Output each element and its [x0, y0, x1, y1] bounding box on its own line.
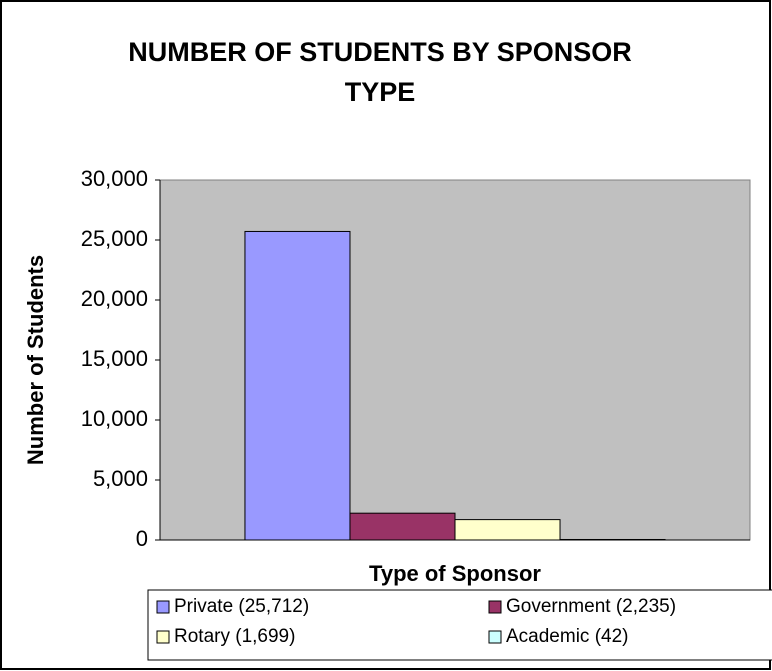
bar: [244, 230, 351, 541]
y-tick-label: 5,000: [93, 466, 148, 491]
bar: [454, 519, 561, 541]
x-axis-label: Type of Sponsor: [369, 561, 541, 586]
legend-box: [147, 589, 772, 661]
legend-label: Academic (42): [506, 626, 629, 647]
y-tick-label: 30,000: [81, 166, 148, 191]
y-axis-label: Number of Students: [23, 255, 48, 465]
legend-swatch: [156, 630, 170, 644]
bar: [349, 512, 456, 541]
y-tick-label: 20,000: [81, 286, 148, 311]
legend-swatch: [156, 600, 170, 614]
legend-label: Government (2,235): [506, 596, 676, 617]
legend-swatch: [488, 600, 502, 614]
chart-title: NUMBER OF STUDENTS BY SPONSOR TYPE: [128, 37, 632, 107]
y-tick-label: 0: [136, 526, 148, 551]
legend-label: Rotary (1,699): [174, 626, 295, 647]
legend-label: Private (25,712): [174, 596, 309, 617]
y-tick-label: 10,000: [81, 406, 148, 431]
y-tick-label: 25,000: [81, 226, 148, 251]
legend-swatch: [488, 630, 502, 644]
y-tick-label: 15,000: [81, 346, 148, 371]
